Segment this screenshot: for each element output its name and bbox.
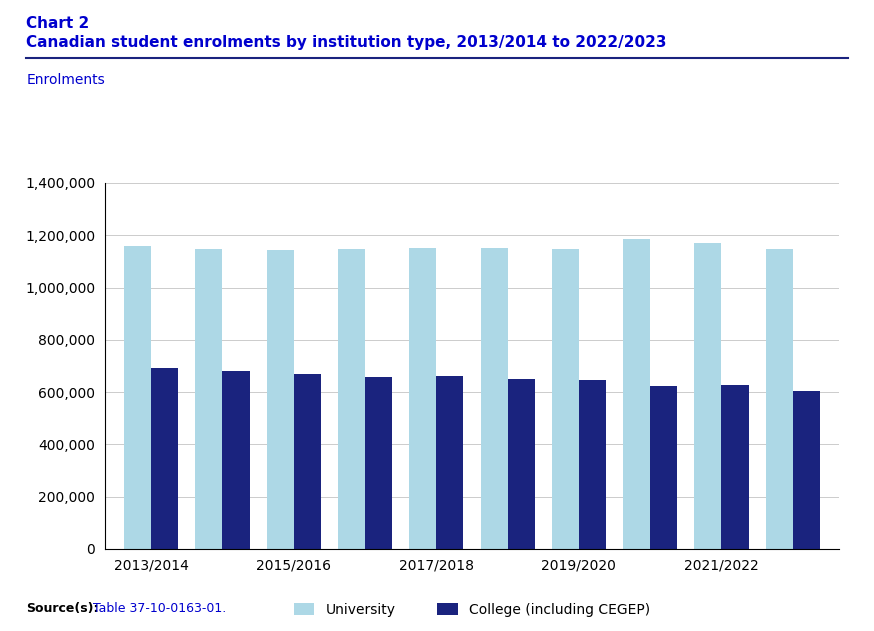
- Bar: [151, 368, 178, 549]
- Bar: [508, 379, 535, 549]
- Bar: [409, 248, 436, 549]
- Bar: [365, 377, 392, 549]
- Text: Chart 2: Chart 2: [26, 16, 89, 31]
- Text: Source(s):: Source(s):: [26, 602, 99, 615]
- Bar: [579, 380, 606, 549]
- Bar: [623, 239, 650, 549]
- Text: Enrolments: Enrolments: [26, 73, 105, 86]
- Legend: University, College (including CEGEP): University, College (including CEGEP): [288, 598, 656, 623]
- Text: Table 37-10-0163-01.: Table 37-10-0163-01.: [89, 602, 226, 615]
- Bar: [721, 386, 748, 549]
- Bar: [650, 386, 677, 549]
- Bar: [124, 246, 151, 549]
- Bar: [481, 248, 508, 549]
- Bar: [223, 371, 250, 549]
- Bar: [267, 250, 294, 549]
- Bar: [551, 249, 579, 549]
- Bar: [766, 249, 793, 549]
- Bar: [294, 374, 321, 549]
- Bar: [793, 391, 820, 549]
- Text: Canadian student enrolments by institution type, 2013/2014 to 2022/2023: Canadian student enrolments by instituti…: [26, 35, 667, 50]
- Bar: [338, 249, 365, 549]
- Bar: [694, 242, 721, 549]
- Bar: [196, 249, 223, 549]
- Bar: [436, 377, 463, 549]
